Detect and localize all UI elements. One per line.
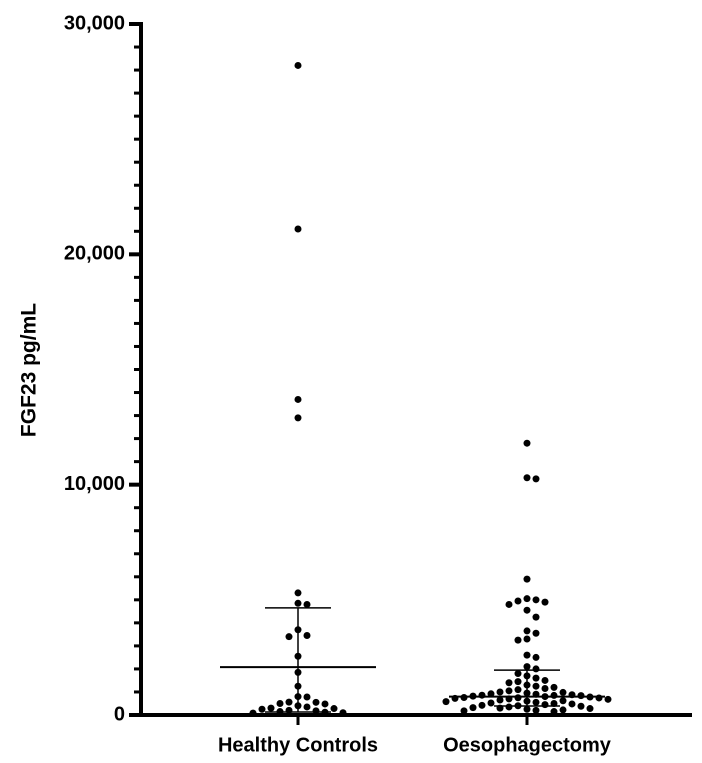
data-point (559, 697, 567, 705)
data-point (541, 676, 549, 684)
data-point (604, 695, 612, 703)
data-point (532, 629, 540, 637)
data-point (532, 653, 540, 661)
data-point (505, 679, 513, 687)
data-point (330, 705, 338, 713)
data-point (294, 395, 302, 403)
data-point (532, 665, 540, 673)
data-point (505, 703, 513, 711)
data-point (523, 595, 531, 603)
data-point (267, 704, 275, 712)
data-point (550, 699, 558, 707)
data-point (523, 705, 531, 713)
data-point (523, 439, 531, 447)
data-point (303, 600, 311, 608)
data-point (532, 706, 540, 714)
data-point (285, 698, 293, 706)
y-tick-label: 20,000 (64, 243, 125, 265)
data-point (532, 613, 540, 621)
data-point (276, 699, 284, 707)
data-point (514, 636, 522, 644)
data-point (249, 709, 257, 717)
data-point (532, 682, 540, 690)
data-point (303, 693, 311, 701)
data-point (514, 597, 522, 605)
data-point (559, 688, 567, 696)
y-tick-label: 10,000 (64, 473, 125, 495)
data-point (541, 685, 549, 693)
data-point (550, 691, 558, 699)
data-point (312, 698, 320, 706)
data-point (303, 703, 311, 711)
data-point (577, 702, 585, 710)
data-point (532, 698, 540, 706)
data-point (550, 708, 558, 716)
data-point (523, 474, 531, 482)
data-point (285, 706, 293, 714)
data-point (487, 699, 495, 707)
data-point (294, 589, 302, 597)
data-point (258, 705, 266, 713)
data-point (541, 701, 549, 709)
data-point (595, 694, 603, 702)
data-point (294, 61, 302, 69)
data-point (294, 599, 302, 607)
y-tick-label: 0 (114, 703, 125, 725)
data-point (586, 705, 594, 713)
data-point (478, 691, 486, 699)
data-point (505, 687, 513, 695)
data-point (532, 596, 540, 604)
data-point (285, 633, 293, 641)
data-point (312, 707, 320, 715)
data-point (321, 700, 329, 708)
data-point (303, 632, 311, 640)
data-point (550, 683, 558, 691)
data-point (532, 674, 540, 682)
data-point (294, 414, 302, 422)
y-axis-label: FGF23 pg/mL (18, 303, 41, 437)
data-point (496, 696, 504, 704)
data-point (568, 700, 576, 708)
data-point (505, 600, 513, 608)
data-point (339, 709, 347, 717)
y-tick-label: 30,000 (64, 12, 125, 34)
data-point (294, 225, 302, 233)
data-point (469, 704, 477, 712)
data-point (496, 688, 504, 696)
data-point (514, 678, 522, 686)
data-point (460, 707, 468, 715)
data-point (523, 651, 531, 659)
data-point (559, 706, 567, 714)
data-point (514, 686, 522, 694)
x-tick-label: Healthy Controls (218, 734, 378, 756)
data-point (523, 635, 531, 643)
data-point (523, 575, 531, 583)
data-point (487, 690, 495, 698)
data-point (523, 627, 531, 635)
x-tick-label: Oesophagectomy (443, 734, 612, 756)
data-point (523, 663, 531, 671)
data-point (523, 606, 531, 614)
data-point (478, 701, 486, 709)
data-point (442, 698, 450, 706)
data-point (532, 475, 540, 483)
data-point (541, 598, 549, 606)
data-point (514, 694, 522, 702)
data-point (514, 670, 522, 678)
